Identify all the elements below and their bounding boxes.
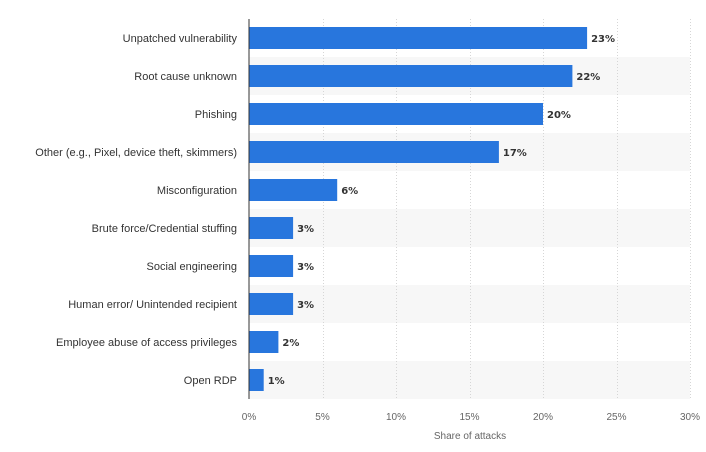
x-tick-label: 5% — [315, 412, 330, 423]
value-label: 3% — [297, 300, 314, 311]
category-label: Social engineering — [146, 261, 237, 273]
x-tick-label: 15% — [459, 412, 479, 423]
category-label: Human error/ Unintended recipient — [68, 299, 237, 311]
bar — [249, 27, 588, 49]
x-tick-label: 10% — [386, 412, 406, 423]
category-label: Other (e.g., Pixel, device theft, skimme… — [35, 147, 237, 159]
value-label: 1% — [268, 376, 285, 387]
x-axis-title: Share of attacks — [434, 431, 506, 442]
bar — [249, 65, 573, 87]
category-label: Phishing — [195, 109, 237, 121]
bar — [249, 217, 294, 239]
value-label: 3% — [297, 262, 314, 273]
value-labels: 23% 22% 20% 17% 6% 3% 3% 3% 2% 1% — [268, 34, 615, 387]
value-label: 3% — [297, 224, 314, 235]
bar — [249, 293, 294, 315]
row-band — [249, 209, 690, 247]
category-label: Root cause unknown — [134, 71, 237, 83]
row-band — [249, 361, 690, 399]
category-label: Employee abuse of access privileges — [56, 337, 237, 349]
x-tick-labels: 0% 5% 10% 15% 20% 25% 30% — [242, 412, 700, 423]
bar — [249, 369, 264, 391]
value-label: 2% — [282, 338, 299, 349]
row-band — [249, 285, 690, 323]
bar — [249, 103, 543, 125]
bar — [249, 331, 279, 353]
bar — [249, 255, 294, 277]
value-label: 22% — [576, 72, 600, 83]
value-label: 6% — [341, 186, 358, 197]
bar — [249, 179, 338, 201]
value-label: 20% — [547, 110, 571, 121]
value-label: 23% — [591, 34, 615, 45]
value-label: 17% — [503, 148, 527, 159]
x-tick-label: 25% — [606, 412, 626, 423]
x-tick-label: 20% — [533, 412, 553, 423]
x-tick-label: 0% — [242, 412, 257, 423]
bars — [249, 27, 588, 391]
category-label: Brute force/Credential stuffing — [92, 223, 237, 235]
category-label: Misconfiguration — [157, 185, 237, 197]
category-label: Open RDP — [184, 375, 237, 387]
x-tick-label: 30% — [680, 412, 700, 423]
category-label: Unpatched vulnerability — [123, 33, 238, 45]
bar — [249, 141, 499, 163]
category-labels: Unpatched vulnerability Root cause unknow… — [35, 33, 237, 387]
